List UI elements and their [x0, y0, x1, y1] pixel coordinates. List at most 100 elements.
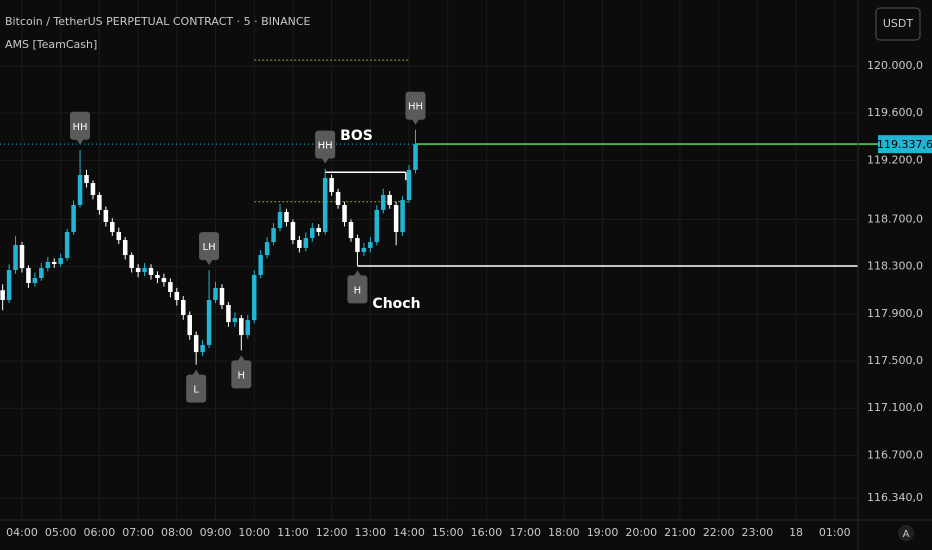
last-price-label: 119.337,6	[877, 138, 932, 151]
y-tick-label: 119.200,0	[867, 153, 923, 166]
candle-body	[303, 238, 309, 248]
candle-body	[84, 175, 89, 184]
candle-body	[335, 192, 341, 206]
indicator-name: AMS [TeamCash]	[5, 38, 97, 51]
bos-label: BOS	[340, 128, 373, 144]
candle-body	[161, 278, 167, 283]
candle-body	[19, 245, 25, 269]
candle-body	[322, 177, 328, 233]
x-tick-label: 18:00	[548, 526, 580, 539]
candle-body	[400, 200, 405, 233]
x-tick-label: 15:00	[432, 526, 464, 539]
candle-body	[342, 205, 347, 222]
candle-body	[142, 268, 147, 273]
candle-body	[168, 282, 173, 292]
y-tick-label: 117.100,0	[867, 401, 923, 414]
x-tick-label: 09:00	[200, 526, 232, 539]
candle-body	[181, 300, 186, 315]
candle-body	[39, 268, 44, 279]
x-tick-label: 05:00	[45, 526, 77, 539]
x-tick-label: 08:00	[161, 526, 193, 539]
candle-body	[26, 268, 31, 284]
candle-body	[97, 194, 102, 210]
y-tick-label: 117.900,0	[867, 307, 923, 320]
candle-body	[258, 255, 263, 275]
x-tick-label: 14:00	[393, 526, 425, 539]
y-tick-label: 119.600,0	[867, 106, 923, 119]
x-tick-label: 10:00	[238, 526, 270, 539]
swing-pointer	[76, 138, 85, 145]
y-tick-label: 117.500,0	[867, 354, 923, 367]
candle-body	[51, 262, 57, 265]
swing-label: HH	[73, 122, 88, 133]
x-tick-label: 16:00	[471, 526, 503, 539]
candle-body	[245, 320, 251, 336]
swing-pointer	[353, 270, 362, 277]
auto-scale-label[interactable]: A	[903, 529, 910, 540]
swing-pointer	[411, 118, 420, 125]
candle-body	[213, 287, 218, 301]
x-tick-label: 17:00	[509, 526, 541, 539]
candle-body	[187, 314, 192, 336]
swing-box	[70, 111, 91, 140]
candle-body	[290, 221, 296, 241]
swing-pointer	[321, 157, 330, 164]
candle-body	[174, 291, 180, 301]
x-tick-label: 22:00	[703, 526, 735, 539]
candle-body	[77, 175, 83, 206]
currency-label[interactable]: USDT	[883, 17, 914, 30]
candle-body	[155, 274, 160, 279]
swing-box	[199, 232, 220, 261]
candle-body	[251, 274, 257, 321]
swing-box	[347, 275, 368, 304]
candle-body	[135, 268, 141, 273]
x-tick-label: 19:00	[587, 526, 619, 539]
candle-body	[393, 205, 399, 233]
candle-body	[90, 183, 96, 195]
candle-body	[122, 240, 128, 256]
y-tick-label: 116.700,0	[867, 448, 923, 461]
candle-body	[297, 240, 302, 248]
candle-body	[406, 169, 412, 201]
candle-body	[239, 318, 244, 336]
swing-box	[405, 91, 426, 120]
candle-body	[116, 232, 122, 241]
candle-body	[64, 232, 70, 258]
swing-pointer	[237, 355, 246, 362]
candle-body	[329, 177, 334, 193]
swing-pointer	[192, 369, 201, 376]
x-tick-label: 18	[789, 526, 803, 539]
x-tick-label: 20:00	[625, 526, 657, 539]
candle-body	[374, 209, 380, 243]
candle-body	[380, 194, 386, 210]
x-tick-label: 01:00	[819, 526, 851, 539]
last-price-box	[878, 135, 932, 154]
y-tick-label: 118.300,0	[867, 260, 923, 273]
candle-body	[193, 335, 199, 353]
candle-body	[413, 144, 418, 170]
swing-box	[315, 130, 336, 159]
x-tick-label: 07:00	[122, 526, 154, 539]
x-tick-label: 11:00	[277, 526, 309, 539]
grid	[0, 0, 858, 520]
candle-body	[355, 238, 360, 252]
candle-body	[129, 255, 134, 269]
swing-box	[231, 360, 252, 389]
swing-label: H	[238, 370, 246, 381]
candle-body	[310, 228, 315, 239]
candle-body	[206, 300, 212, 345]
auto-scale-button[interactable]	[898, 525, 914, 541]
candle-body	[316, 228, 321, 233]
x-tick-label: 21:00	[664, 526, 696, 539]
candle-body	[58, 257, 63, 265]
y-tick-label: 120.000,0	[867, 59, 923, 72]
candle-body	[264, 242, 270, 256]
y-tick-label: 118.700,0	[867, 212, 923, 225]
candle-body	[271, 228, 276, 243]
swing-box	[186, 374, 207, 403]
candle-body	[6, 270, 12, 301]
x-tick-label: 04:00	[6, 526, 38, 539]
currency-button[interactable]	[875, 7, 921, 41]
